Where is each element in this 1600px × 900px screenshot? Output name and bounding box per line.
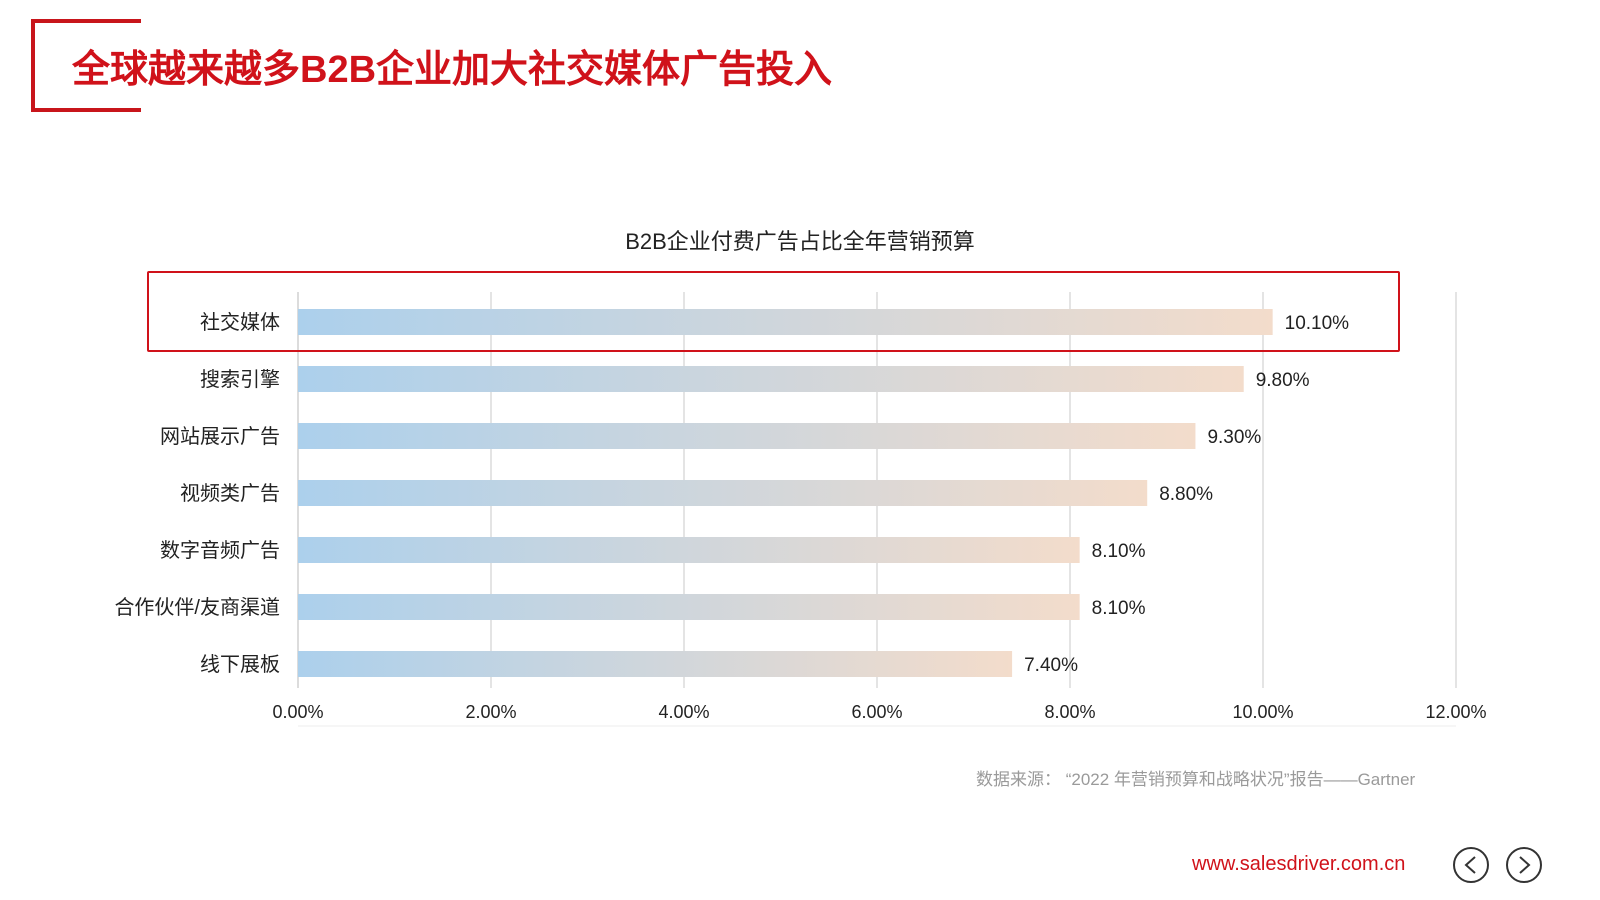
category-label: 搜索引擎: [200, 368, 280, 391]
data-label: 10.10%: [1285, 313, 1350, 334]
chevron-right-icon: [1519, 856, 1531, 874]
data-label: 8.10%: [1092, 541, 1146, 562]
bar: [298, 366, 1244, 392]
x-tick-label: 10.00%: [1232, 702, 1293, 722]
x-tick-label: 6.00%: [851, 702, 902, 722]
previous-button[interactable]: [1453, 847, 1489, 883]
category-label: 数字音频广告: [160, 539, 280, 562]
labels: 0.00% 2.00% 4.00% 6.00% 8.00% 10.00% 12.00% 社交媒…: [114, 311, 1486, 722]
data-label: 8.10%: [1092, 598, 1146, 619]
title-frame: [31, 19, 141, 112]
chart-title: B2B企业付费广告占比全年营销预算: [625, 229, 975, 254]
website-link[interactable]: www.salesdriver.com.cn: [1192, 853, 1406, 875]
x-tick-label: 4.00%: [658, 702, 709, 722]
category-label: 线下展板: [200, 653, 280, 676]
data-label: 9.30%: [1207, 427, 1261, 448]
category-label: 网站展示广告: [160, 425, 280, 448]
category-label: 合作伙伴/友商渠道: [114, 596, 280, 619]
bar: [298, 651, 1013, 677]
bar: [298, 537, 1080, 563]
x-tick-label: 0.00%: [272, 702, 323, 722]
data-label: 7.40%: [1024, 655, 1078, 676]
x-tick-label: 2.00%: [465, 702, 516, 722]
page-title: 全球越来越多B2B企业加大社交媒体广告投入: [72, 49, 833, 91]
bars: [298, 309, 1273, 677]
category-label: 视频类广告: [180, 482, 280, 505]
bar: [298, 594, 1080, 620]
next-button[interactable]: [1506, 847, 1542, 883]
x-tick-label: 8.00%: [1044, 702, 1095, 722]
bar: [298, 309, 1273, 335]
chevron-left-icon: [1464, 856, 1476, 874]
bar: [298, 480, 1148, 506]
category-label: 社交媒体: [200, 311, 280, 334]
x-tick-label: 12.00%: [1425, 702, 1486, 722]
data-label: 8.80%: [1159, 484, 1213, 505]
bar: [298, 423, 1196, 449]
highlight-box: [147, 271, 1400, 352]
data-label: 9.80%: [1256, 370, 1310, 391]
source-note: 数据来源： “2022 年营销预算和战略状况”报告——Gartner: [976, 770, 1416, 789]
